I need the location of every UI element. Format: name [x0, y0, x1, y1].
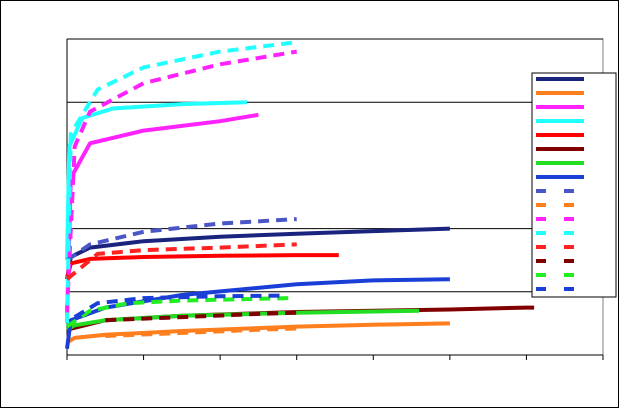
series-line-10 [105, 326, 297, 338]
series-line-9 [65, 217, 297, 262]
series-line-14 [105, 310, 297, 323]
series-line-15 [65, 296, 290, 329]
series-line-5 [65, 253, 339, 280]
series-line-12 [65, 40, 297, 324]
series-line-13 [65, 242, 297, 281]
series-line-8 [65, 277, 450, 349]
series-line-16 [73, 293, 286, 319]
series-line-4 [65, 100, 247, 261]
